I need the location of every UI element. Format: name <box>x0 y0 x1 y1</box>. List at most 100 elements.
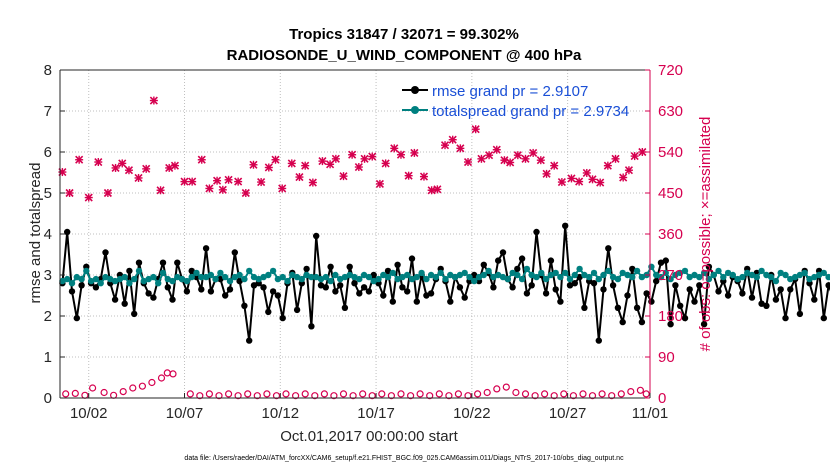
rmse-point <box>164 284 171 291</box>
rmse-point <box>198 286 205 293</box>
totalspread-point <box>217 269 224 277</box>
totalspread-point <box>121 273 128 281</box>
x-tick-label: 11/01 <box>632 405 668 422</box>
obs-assimilated-marker <box>84 193 93 202</box>
obs-possible-marker <box>359 390 367 398</box>
legend-marker-rmse <box>411 86 419 94</box>
obs-assimilated-marker <box>65 188 74 198</box>
obs-assimilated-marker <box>485 151 494 160</box>
obs-possible-marker <box>148 378 156 387</box>
rmse-point <box>456 284 464 291</box>
obs-possible-marker <box>205 390 213 398</box>
totalspread-point <box>279 273 286 281</box>
totalspread-point <box>308 273 315 281</box>
legend-label-rmse: rmse grand pr = 2.9107 <box>432 83 588 100</box>
x-tick-label: 10/12 <box>262 405 300 422</box>
obs-possible-marker <box>330 392 338 400</box>
totalspread-point <box>313 273 320 281</box>
obs-assimilated-marker <box>448 135 457 144</box>
rmse-point <box>562 222 569 229</box>
totalspread-point <box>432 273 440 281</box>
obs-assimilated-marker <box>149 96 158 105</box>
totalspread-point <box>111 277 119 285</box>
rmse-point <box>609 282 617 289</box>
y-tick-label-left: 0 <box>44 390 52 407</box>
totalspread-point <box>222 273 229 281</box>
obs-possible-marker <box>301 390 309 398</box>
obs-assimilated-marker <box>624 166 633 175</box>
totalspread-point <box>806 275 813 283</box>
rmse-point <box>576 273 583 281</box>
rmse-point <box>653 277 660 285</box>
obs-assimilated-marker <box>75 155 84 164</box>
rmse-point <box>226 286 234 293</box>
totalspread-point <box>753 273 760 281</box>
totalspread-point <box>59 277 66 285</box>
obs-possible-marker <box>272 392 281 400</box>
totalspread-point <box>691 271 698 279</box>
rmse-point <box>408 255 416 262</box>
obs-assimilated-marker <box>630 152 639 161</box>
chart-title: Tropics 31847 / 32071 = 99.302% <box>289 26 519 43</box>
totalspread-point <box>260 273 267 281</box>
rmse-point <box>495 257 502 264</box>
rmse-point <box>715 288 722 295</box>
totalspread-point <box>346 271 353 279</box>
totalspread-point <box>471 277 478 285</box>
totalspread-point <box>571 271 578 279</box>
totalspread-point <box>825 273 830 281</box>
obs-assimilated-marker <box>205 184 214 193</box>
rmse-point <box>384 267 392 275</box>
obs-possible-marker <box>129 384 137 392</box>
rmse-point <box>131 310 138 318</box>
rmse-point <box>514 265 521 273</box>
totalspread-point <box>413 273 420 281</box>
obs-possible-marker <box>119 388 127 396</box>
totalspread-point <box>720 273 727 281</box>
rmse-point <box>207 288 215 295</box>
totalspread-point <box>226 277 234 285</box>
totalspread-point <box>667 275 674 283</box>
rmse-point <box>461 294 468 301</box>
rmse-point <box>533 228 540 236</box>
rmse-point <box>566 282 574 289</box>
obs-possible-marker <box>483 388 491 397</box>
obs-possible-marker <box>531 392 539 400</box>
obs-possible-marker <box>474 390 482 398</box>
obs-possible-marker <box>320 390 328 398</box>
totalspread-point <box>317 275 325 283</box>
obs-possible-marker <box>253 392 261 400</box>
totalspread-point <box>370 277 377 285</box>
obs-assimilated-marker <box>188 177 197 186</box>
totalspread-point <box>586 273 593 281</box>
totalspread-point <box>423 275 430 283</box>
rmse-point <box>241 302 248 309</box>
obs-assimilated-marker <box>170 161 180 170</box>
totalspread-point <box>394 275 401 283</box>
obs-possible-marker <box>608 392 616 400</box>
obs-assimilated-marker <box>440 141 450 150</box>
obs-assimilated-marker <box>142 164 151 173</box>
totalspread-point <box>140 277 147 285</box>
totalspread-point <box>198 273 205 281</box>
totalspread-point <box>744 269 751 277</box>
totalspread-point <box>681 267 689 275</box>
rmse-point <box>677 302 684 309</box>
totalspread-point <box>437 269 444 277</box>
obs-assimilated-marker <box>529 148 538 157</box>
totalspread-point <box>542 275 550 283</box>
obs-possible-marker <box>225 390 233 398</box>
rmse-point <box>102 249 109 256</box>
obs-possible-marker <box>339 390 348 398</box>
totalspread-point <box>188 273 195 281</box>
totalspread-point <box>389 269 396 277</box>
x-tick-label: 10/22 <box>453 405 491 422</box>
rmse-point <box>547 257 555 264</box>
obs-possible-marker <box>416 390 424 398</box>
rmse-point <box>763 302 770 309</box>
totalspread-point <box>107 275 114 283</box>
rmse-point <box>308 323 315 330</box>
totalspread-point <box>739 273 746 281</box>
totalspread-point <box>78 275 85 283</box>
rmse-point <box>78 282 85 289</box>
